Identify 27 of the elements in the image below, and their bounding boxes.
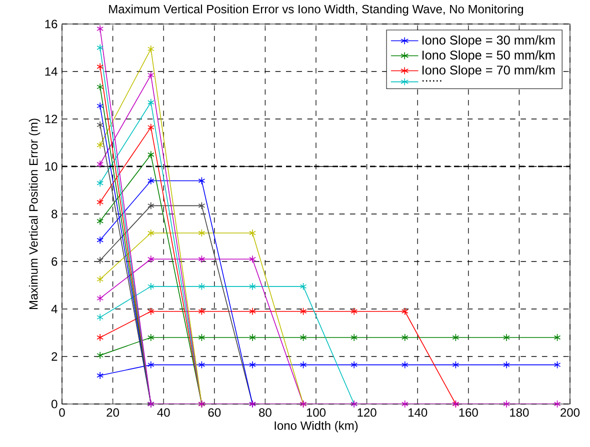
x-tick-label: 120 [358,408,376,417]
x-tick-label: 200 [560,408,580,417]
y-tick-label: 0 [52,400,58,408]
x-tick-label: 160 [459,408,478,417]
y-tick-label: 14 [45,67,58,76]
y-tick-label: 10 [45,162,58,171]
y-tick-label: 4 [51,304,58,314]
x-tick-label: 20 [106,408,120,417]
legend-label: ...... [422,80,442,82]
y-tick-label: 6 [52,257,58,266]
legend-label: Iono Slope = 70 mm/km [422,65,555,78]
y-axis-title: Maximum Vertical Position Error (m) [28,118,40,310]
chart-title: Maximum Vertical Position Error vs Iono Width, Standing Wave, No Monitoring [109,4,524,16]
x-tick-label: 0 [59,408,65,417]
y-tick-label: 8 [52,210,58,218]
y-tick-label: 16 [45,20,58,28]
x-tick-label: 60 [208,408,221,417]
x-tick-label: 140 [408,408,428,417]
x-axis-title: Iono Width (km) [274,421,358,432]
y-tick-label: 2 [52,352,58,361]
x-tick-label: 100 [306,408,326,417]
x-tick-label: 80 [259,408,272,417]
legend-label: Iono Slope = 50 mm/km [422,50,555,62]
x-tick-label: 40 [157,408,170,417]
legend-label: Iono Slope = 30 mm/km [422,35,555,48]
x-tick-label: 180 [510,408,529,417]
y-tick-label: 12 [45,114,58,124]
